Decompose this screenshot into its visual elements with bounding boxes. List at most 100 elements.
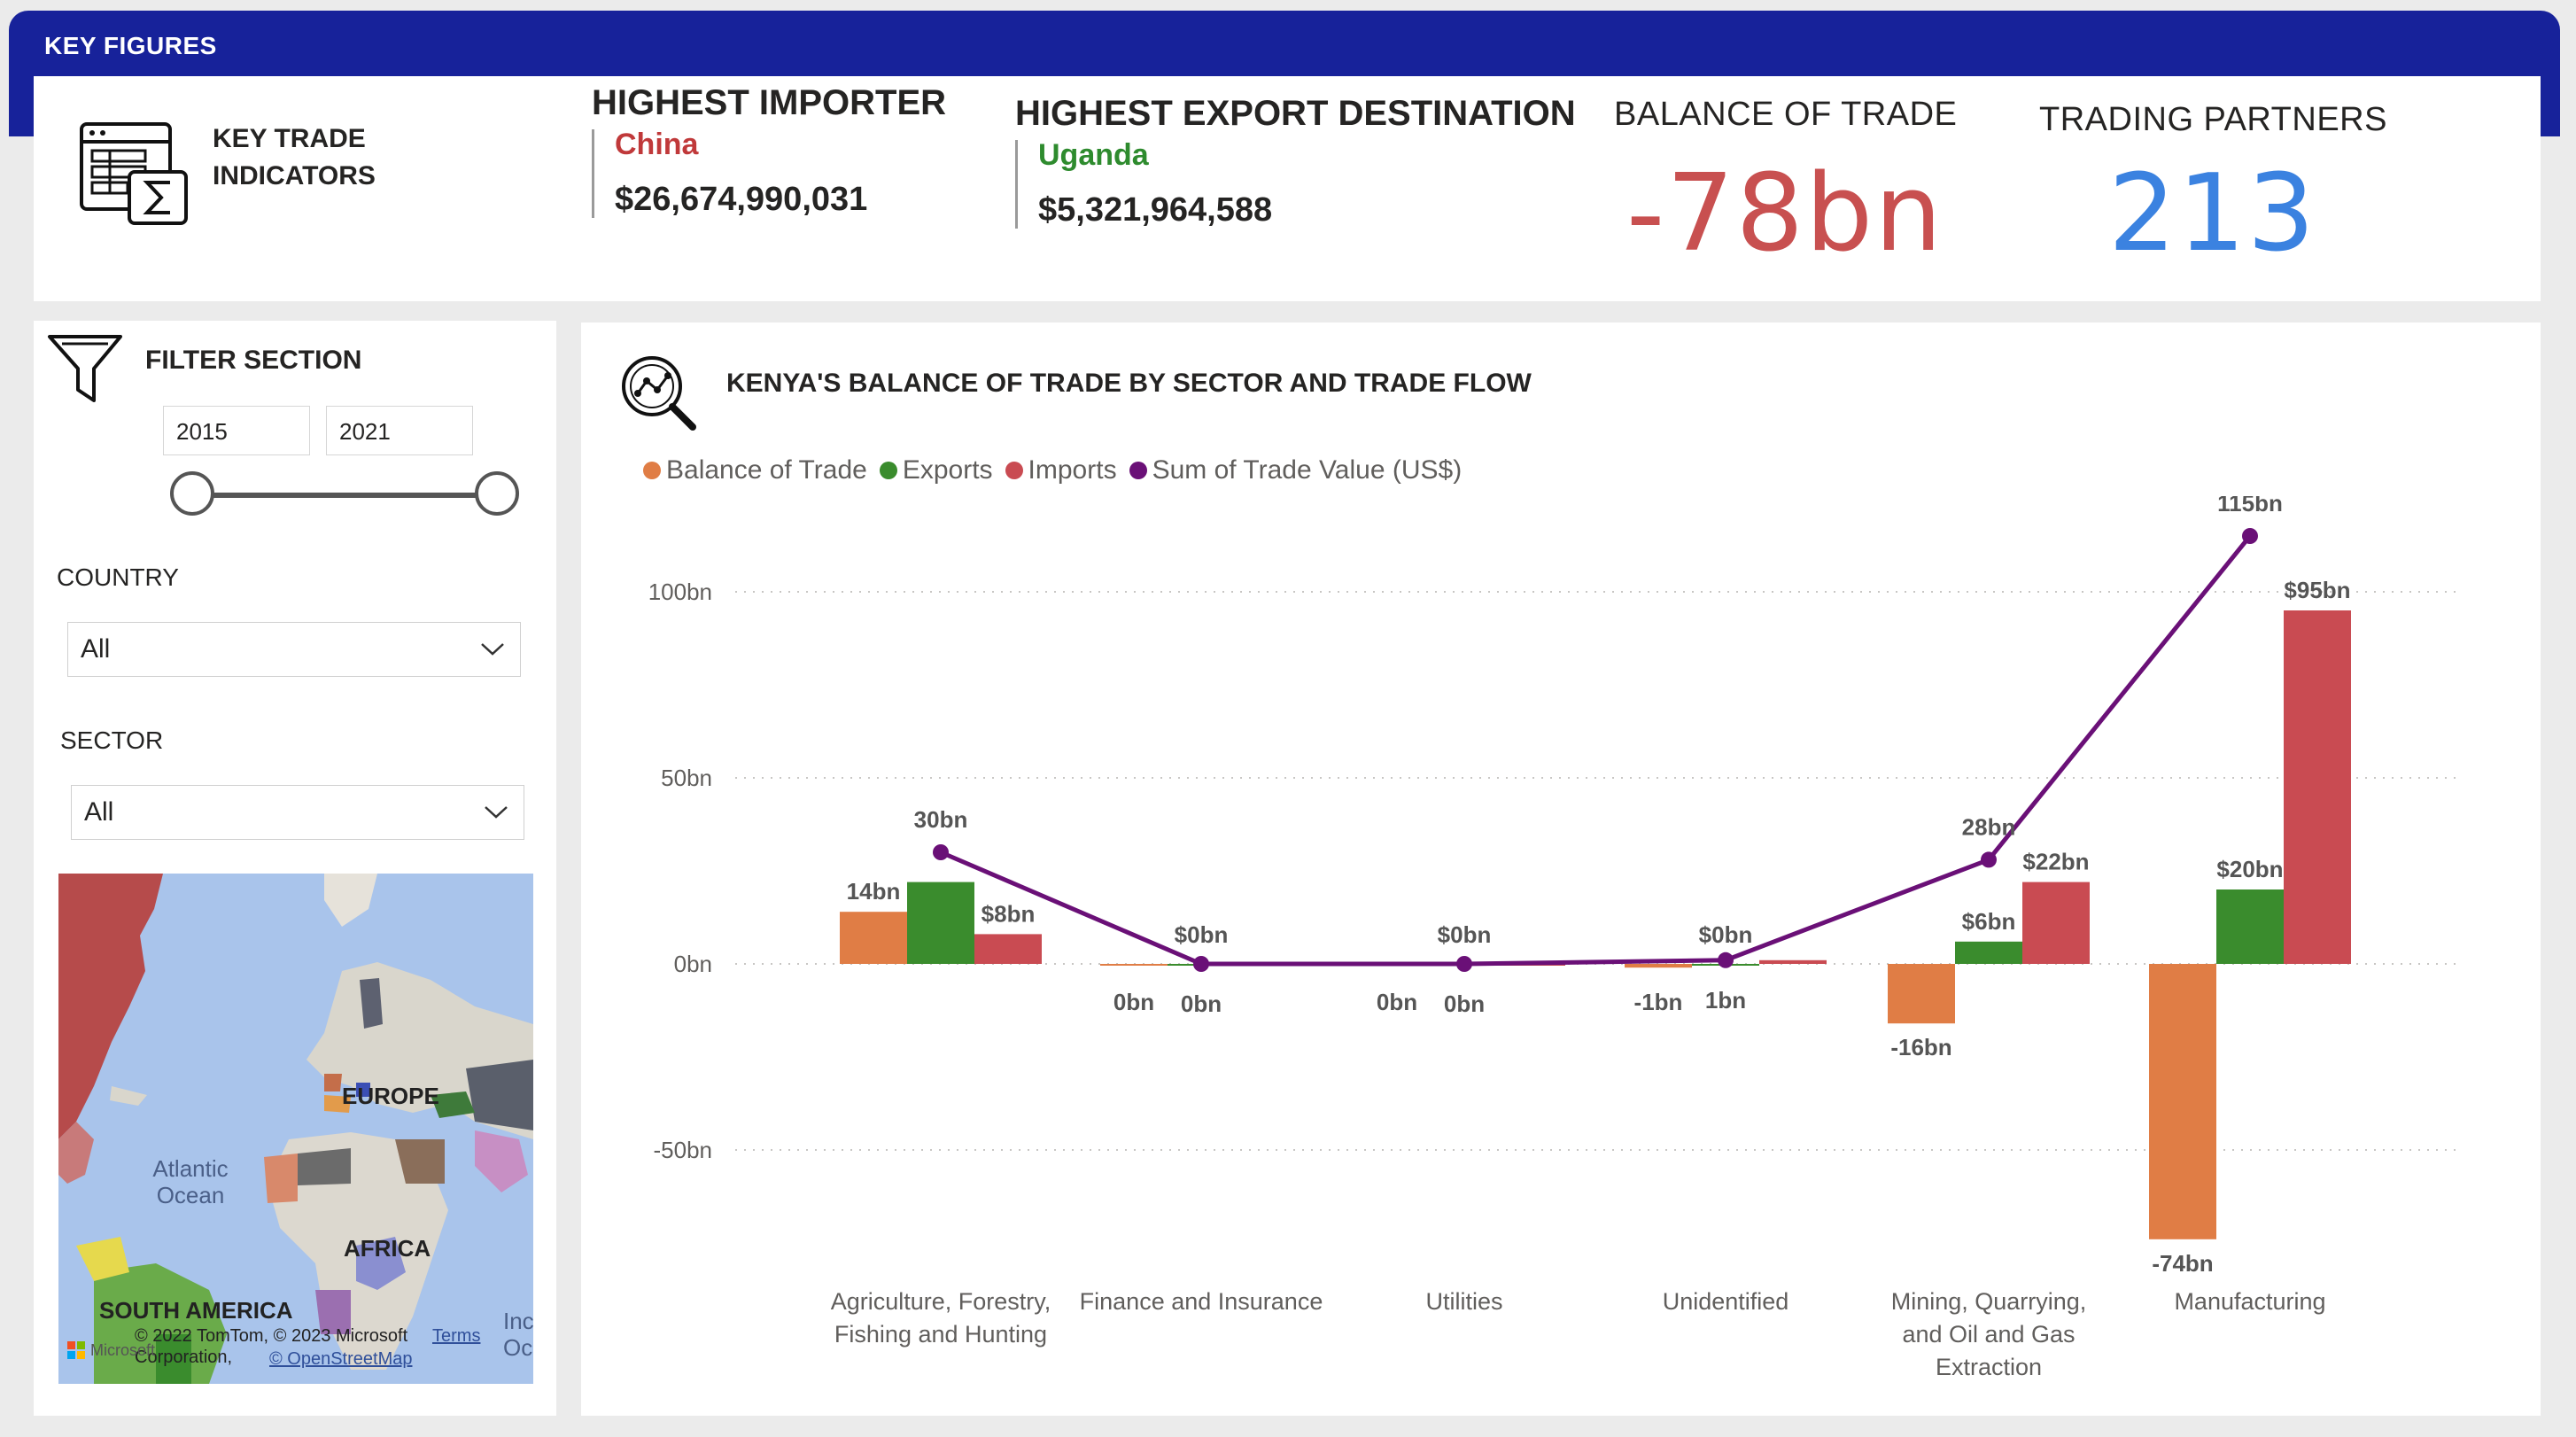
trading-partners-value: 213 [2108,152,2317,276]
legend-label-sum: Sum of Trade Value (US$) [1152,455,1463,485]
banner-title: KEY FIGURES [44,32,217,59]
bar-data-label: $0bn [1699,921,1753,948]
bar-1-0 [907,882,974,964]
analytics-magnifier-icon [615,349,700,434]
bar-data-label: $22bn [2022,849,2089,875]
bar-2-3 [1759,959,1827,964]
country-map[interactable]: EUROPE AFRICA SOUTH AMERICA Atlantic Oce… [58,874,533,1384]
line-data-label: 28bn [1962,813,2016,840]
sum-line-point [1456,956,1472,972]
sum-trade-value-line [940,534,2252,967]
bar-data-label: $6bn [1962,908,2016,935]
map-label-africa: AFRICA [344,1235,431,1262]
map-terms-link[interactable]: Terms [432,1326,481,1346]
sector-dropdown[interactable]: All [71,785,524,840]
filter-section-title: FILTER SECTION [145,346,362,375]
bar-data-label: 0bn [1113,989,1154,1015]
bar-data-label: $0bn [1438,921,1492,948]
sector-dropdown-value: All [84,797,114,827]
chevron-down-icon [481,643,504,656]
sector-label: SECTOR [60,726,164,754]
bar-2-5 [2284,610,2351,964]
sum-line-point [1718,952,1734,968]
highest-importer-value: $26,674,990,031 [615,181,868,218]
y-tick-label: 100bn [648,579,712,605]
x-category-label: Extraction [1936,1354,2042,1380]
key-trade-indicators-label: KEY TRADE INDICATORS [213,124,376,190]
map-microsoft-label: Microsoft [90,1341,156,1359]
bar-1-4 [1955,941,2022,964]
x-category-label: Utilities [1425,1288,1502,1315]
y-tick-label: 0bn [674,951,712,977]
legend-item-sum[interactable]: Sum of Trade Value (US$) [1129,455,1463,485]
bar-data-label: 14bn [847,878,901,905]
line-data-label: 1bn [1705,987,1746,1014]
map-shapes [58,874,533,1384]
sum-line-point [1193,956,1209,972]
x-category-label: Manufacturing [2174,1288,2325,1315]
highest-export-name: Uganda [1038,138,1149,172]
legend-label-exports: Exports [902,455,993,485]
y-tick-label: -50bn [654,1137,713,1163]
map-label-europe: EUROPE [342,1083,439,1109]
map-label-ocean-fragment: Oc [503,1334,533,1361]
legend-item-balance[interactable]: Balance of Trade [643,455,867,485]
legend-item-imports[interactable]: Imports [1005,455,1117,485]
highest-importer-name: China [615,128,699,161]
year-slider-start-handle[interactable] [170,471,214,516]
bar-data-label: 0bn [1377,989,1417,1015]
chart-title: KENYA'S BALANCE OF TRADE BY SECTOR AND T… [726,369,1532,398]
country-dropdown[interactable]: All [67,622,521,677]
map-label-india-fragment: Inc [503,1308,533,1334]
bar-data-label: -74bn [2152,1250,2213,1277]
bar-data-label: $0bn [1175,921,1229,948]
bar-0-1 [1100,964,1168,966]
bar-0-4 [1888,964,1955,1024]
year-start-input[interactable]: 2015 [163,406,310,455]
year-slider-track[interactable] [195,493,500,498]
sum-line-point [933,844,949,860]
balance-of-trade-value: -78bn [1626,152,1944,276]
map-osm-link[interactable]: © OpenStreetMap [269,1349,413,1369]
highest-importer-heading: HIGHEST IMPORTER [592,83,947,122]
sum-line-point [1981,851,1997,868]
legend-label-imports: Imports [1028,455,1117,485]
legend-dot-exports [879,462,897,479]
bar-2-4 [2022,882,2090,964]
legend-dot-imports [1005,462,1023,479]
legend-item-exports[interactable]: Exports [879,455,993,485]
highest-export-value: $5,321,964,588 [1038,191,1273,229]
spreadsheet-sum-icon [78,119,193,229]
x-category-label: and Oil and Gas [1902,1321,2075,1348]
bar-0-3 [1625,964,1692,968]
filter-funnel-icon [46,331,126,406]
bar-1-5 [2216,889,2284,964]
bar-data-label: -16bn [1890,1034,1951,1060]
bar-2-0 [974,934,1042,964]
bar-data-label: $20bn [2216,856,2283,882]
legend-dot-balance [643,462,661,479]
legend-dot-sum [1129,462,1147,479]
x-category-label: Finance and Insurance [1080,1288,1323,1315]
line-data-label: 0bn [1181,990,1222,1017]
map-attribution: © 2022 TomTom, © 2023 Microsoft Corporat… [135,1326,408,1367]
bar-data-label: $95bn [2284,577,2350,603]
legend-label-balance: Balance of Trade [666,455,867,485]
x-category-label: Fishing and Hunting [834,1321,1047,1348]
key-figures-card [34,76,2541,301]
trade-chart: 100bn 50bn 0bn -50bn 14bn 0bn 0bn -1bn -16bn -74b… [648,496,2457,1380]
balance-of-trade-heading: BALANCE OF TRADE [1614,96,1958,133]
country-label: COUNTRY [57,563,179,591]
trading-partners-heading: TRADING PARTNERS [2039,101,2387,138]
line-data-label: 30bn [914,806,968,833]
highest-export-heading: HIGHEST EXPORT DESTINATION [1015,94,1576,133]
year-slider-end-handle[interactable] [475,471,519,516]
bar-data-label: -1bn [1634,989,1683,1015]
bar-0-0 [840,912,907,964]
microsoft-logo-icon [67,1341,85,1359]
year-end-input[interactable]: 2021 [326,406,473,455]
chevron-down-icon [485,806,508,819]
x-category-label: Unidentified [1663,1288,1789,1315]
sum-line-point [2242,528,2258,544]
bar-0-5 [2149,964,2216,1239]
